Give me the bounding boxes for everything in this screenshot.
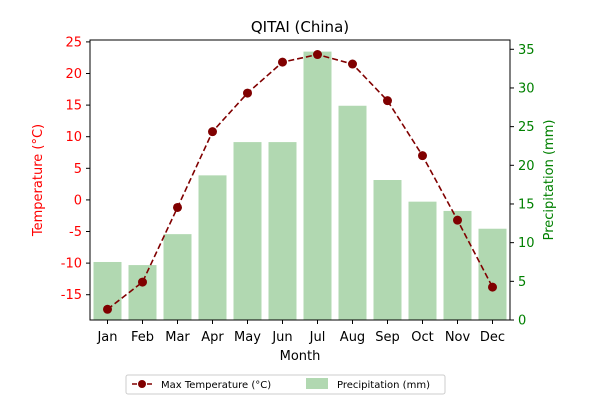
precipitation-bar-apr [198, 175, 227, 320]
x-tick-label: Jul [309, 330, 326, 345]
left-tick-label: 0 [74, 193, 82, 208]
precipitation-bar-aug [338, 105, 367, 320]
left-tick-label: 5 [74, 162, 82, 177]
legend-line-marker [138, 380, 146, 388]
temperature-point-feb [138, 277, 147, 287]
temperature-point-sep [383, 96, 392, 106]
chart-title: QITAI (China) [251, 18, 349, 36]
x-tick-label: Sep [375, 330, 400, 345]
legend-box [125, 374, 446, 395]
plot-frame [89, 39, 511, 321]
right-tick-label: 15 [518, 197, 535, 212]
precipitation-bar-nov [443, 210, 472, 320]
left-tick-label: 10 [65, 130, 82, 145]
right-tick-label: 30 [518, 81, 535, 96]
temperature-point-jun [278, 57, 287, 67]
right-tick-label: 5 [518, 275, 526, 290]
precipitation-bar-dec [478, 228, 507, 320]
right-axis: 0 5 10 15 20 25 30 35 [510, 43, 535, 329]
precipitation-bar-mar [163, 234, 192, 320]
temperature-point-aug [348, 59, 357, 69]
x-tick-label: Oct [411, 330, 433, 345]
temperature-point-jan [103, 304, 112, 314]
right-tick-label: 35 [518, 43, 535, 58]
left-axis-label: Temperature (°C) [31, 124, 46, 237]
precipitation-bar-jul [303, 51, 332, 320]
right-tick-label: 10 [518, 236, 535, 251]
precipitation-bar-may [233, 142, 262, 320]
left-tick-label: -10 [61, 257, 82, 272]
left-tick-label: -15 [61, 288, 82, 303]
right-tick-label: 25 [518, 120, 535, 135]
temperature-point-nov [453, 215, 462, 225]
legend-precipitation-label: Precipitation (mm) [337, 380, 430, 391]
x-tick-label: Dec [480, 330, 505, 345]
x-tick-label: Jan [96, 330, 117, 345]
x-tick-label: May [234, 330, 261, 345]
x-axis-label: Month [280, 349, 321, 364]
left-tick-label: -5 [69, 225, 82, 240]
x-tick-label: Jun [271, 330, 292, 345]
right-axis-label: Precipitation (mm) [542, 120, 557, 241]
legend-temperature-label: Max Temperature (°C) [161, 380, 271, 391]
temperature-point-dec [488, 282, 497, 292]
precipitation-bars [93, 51, 507, 320]
x-axis: Jan Feb Mar Apr May Jun Jul Aug Sep Oct Nov Dec [96, 320, 505, 345]
precipitation-bar-jun [268, 142, 297, 320]
left-tick-label: 15 [65, 99, 82, 114]
legend-bar-swatch [306, 378, 328, 389]
x-tick-label: Aug [340, 330, 365, 345]
temperature-point-mar [173, 202, 182, 212]
x-tick-label: Apr [201, 330, 224, 345]
left-tick-label: 20 [65, 67, 82, 82]
x-tick-label: Mar [165, 330, 190, 345]
left-axis: -15 -10 -5 0 5 10 15 20 25 [61, 35, 90, 303]
temperature-point-oct [418, 151, 427, 161]
temperature-point-jul [313, 50, 322, 60]
right-tick-label: 20 [518, 159, 535, 174]
precipitation-bar-feb [128, 265, 157, 320]
temperature-point-apr [208, 127, 217, 137]
precipitation-bar-sep [373, 180, 402, 320]
left-tick-label: 25 [65, 35, 82, 50]
temperature-series-line [107, 53, 494, 310]
temperature-point-may [243, 88, 252, 98]
temperature-line [103, 50, 497, 314]
x-tick-label: Nov [445, 330, 471, 345]
x-tick-label: Feb [131, 330, 154, 345]
legend: Max Temperature (°C) Precipitation (mm) [125, 374, 446, 395]
right-tick-label: 0 [518, 314, 526, 329]
precipitation-bar-oct [408, 201, 437, 320]
